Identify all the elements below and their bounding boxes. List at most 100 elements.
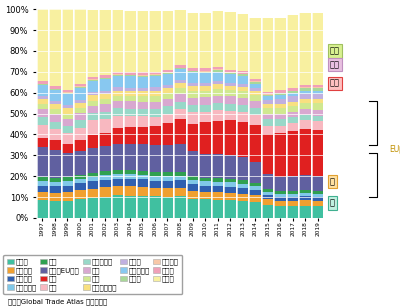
Bar bbox=[274, 108, 286, 114]
Bar bbox=[212, 110, 223, 121]
Bar bbox=[312, 191, 324, 194]
Bar bbox=[287, 112, 298, 117]
Bar bbox=[74, 183, 86, 190]
Bar bbox=[112, 186, 123, 196]
Bar bbox=[99, 91, 111, 94]
Bar bbox=[99, 94, 111, 99]
Bar bbox=[212, 186, 223, 192]
Bar bbox=[74, 99, 86, 103]
Bar bbox=[162, 172, 173, 177]
Bar bbox=[36, 181, 48, 186]
Bar bbox=[99, 197, 111, 218]
Bar bbox=[149, 74, 161, 75]
Bar bbox=[99, 78, 111, 79]
Bar bbox=[187, 112, 198, 124]
Bar bbox=[312, 91, 324, 94]
Bar bbox=[312, 206, 324, 218]
Bar bbox=[174, 69, 186, 80]
Bar bbox=[300, 190, 311, 193]
Bar bbox=[199, 122, 211, 154]
Bar bbox=[86, 198, 98, 218]
Bar bbox=[262, 199, 274, 205]
Bar bbox=[86, 113, 98, 120]
Bar bbox=[237, 180, 248, 184]
Bar bbox=[187, 199, 198, 218]
Bar bbox=[300, 175, 311, 190]
Bar bbox=[36, 84, 48, 85]
Bar bbox=[49, 150, 60, 178]
Bar bbox=[112, 10, 123, 72]
Bar bbox=[62, 201, 73, 218]
Bar bbox=[212, 11, 223, 67]
Bar bbox=[224, 179, 236, 182]
Bar bbox=[112, 101, 123, 108]
Bar bbox=[74, 88, 86, 99]
Bar bbox=[74, 108, 86, 113]
Bar bbox=[312, 87, 324, 88]
Bar bbox=[300, 193, 311, 196]
Bar bbox=[187, 91, 198, 98]
Bar bbox=[74, 8, 86, 84]
Bar bbox=[99, 119, 111, 133]
Bar bbox=[212, 67, 223, 69]
Bar bbox=[36, 109, 48, 117]
Bar bbox=[162, 145, 173, 172]
Bar bbox=[149, 126, 161, 145]
Bar bbox=[312, 14, 324, 85]
Bar bbox=[212, 89, 223, 96]
Bar bbox=[49, 90, 60, 101]
Bar bbox=[262, 119, 274, 126]
Bar bbox=[300, 196, 311, 200]
Bar bbox=[262, 114, 274, 119]
Bar bbox=[49, 186, 60, 192]
Bar bbox=[162, 177, 173, 181]
Bar bbox=[312, 197, 324, 201]
Bar bbox=[49, 122, 60, 129]
Bar bbox=[212, 192, 223, 200]
Bar bbox=[287, 91, 298, 93]
Bar bbox=[162, 188, 173, 197]
Bar bbox=[124, 72, 136, 75]
Bar bbox=[300, 87, 311, 88]
Bar bbox=[86, 92, 98, 95]
Bar bbox=[224, 96, 236, 103]
Bar bbox=[124, 127, 136, 144]
Bar bbox=[62, 105, 73, 108]
Bar bbox=[99, 112, 111, 119]
Bar bbox=[249, 108, 261, 115]
Bar bbox=[99, 104, 111, 112]
Bar bbox=[224, 86, 236, 90]
Bar bbox=[86, 120, 98, 135]
Bar bbox=[212, 103, 223, 110]
Bar bbox=[287, 191, 298, 193]
Bar bbox=[274, 207, 286, 218]
Bar bbox=[62, 192, 73, 201]
Bar bbox=[62, 119, 73, 126]
Bar bbox=[312, 94, 324, 99]
Bar bbox=[287, 106, 298, 112]
Bar bbox=[137, 109, 148, 116]
Bar bbox=[49, 178, 60, 182]
Bar bbox=[149, 196, 161, 218]
Bar bbox=[237, 105, 248, 112]
Bar bbox=[300, 115, 311, 120]
Bar bbox=[224, 83, 236, 86]
Bar bbox=[312, 111, 324, 116]
Bar bbox=[174, 83, 186, 88]
Bar bbox=[312, 121, 324, 130]
Bar bbox=[124, 88, 136, 91]
Bar bbox=[249, 202, 261, 218]
Bar bbox=[237, 84, 248, 87]
Bar bbox=[187, 151, 198, 176]
Bar bbox=[274, 192, 286, 194]
Bar bbox=[86, 77, 98, 79]
Bar bbox=[199, 178, 211, 181]
Bar bbox=[300, 94, 311, 99]
Bar bbox=[312, 103, 324, 111]
Bar bbox=[62, 186, 73, 192]
Bar bbox=[137, 77, 148, 88]
Bar bbox=[300, 88, 311, 91]
Bar bbox=[137, 171, 148, 175]
Bar bbox=[212, 84, 223, 89]
Bar bbox=[137, 76, 148, 77]
